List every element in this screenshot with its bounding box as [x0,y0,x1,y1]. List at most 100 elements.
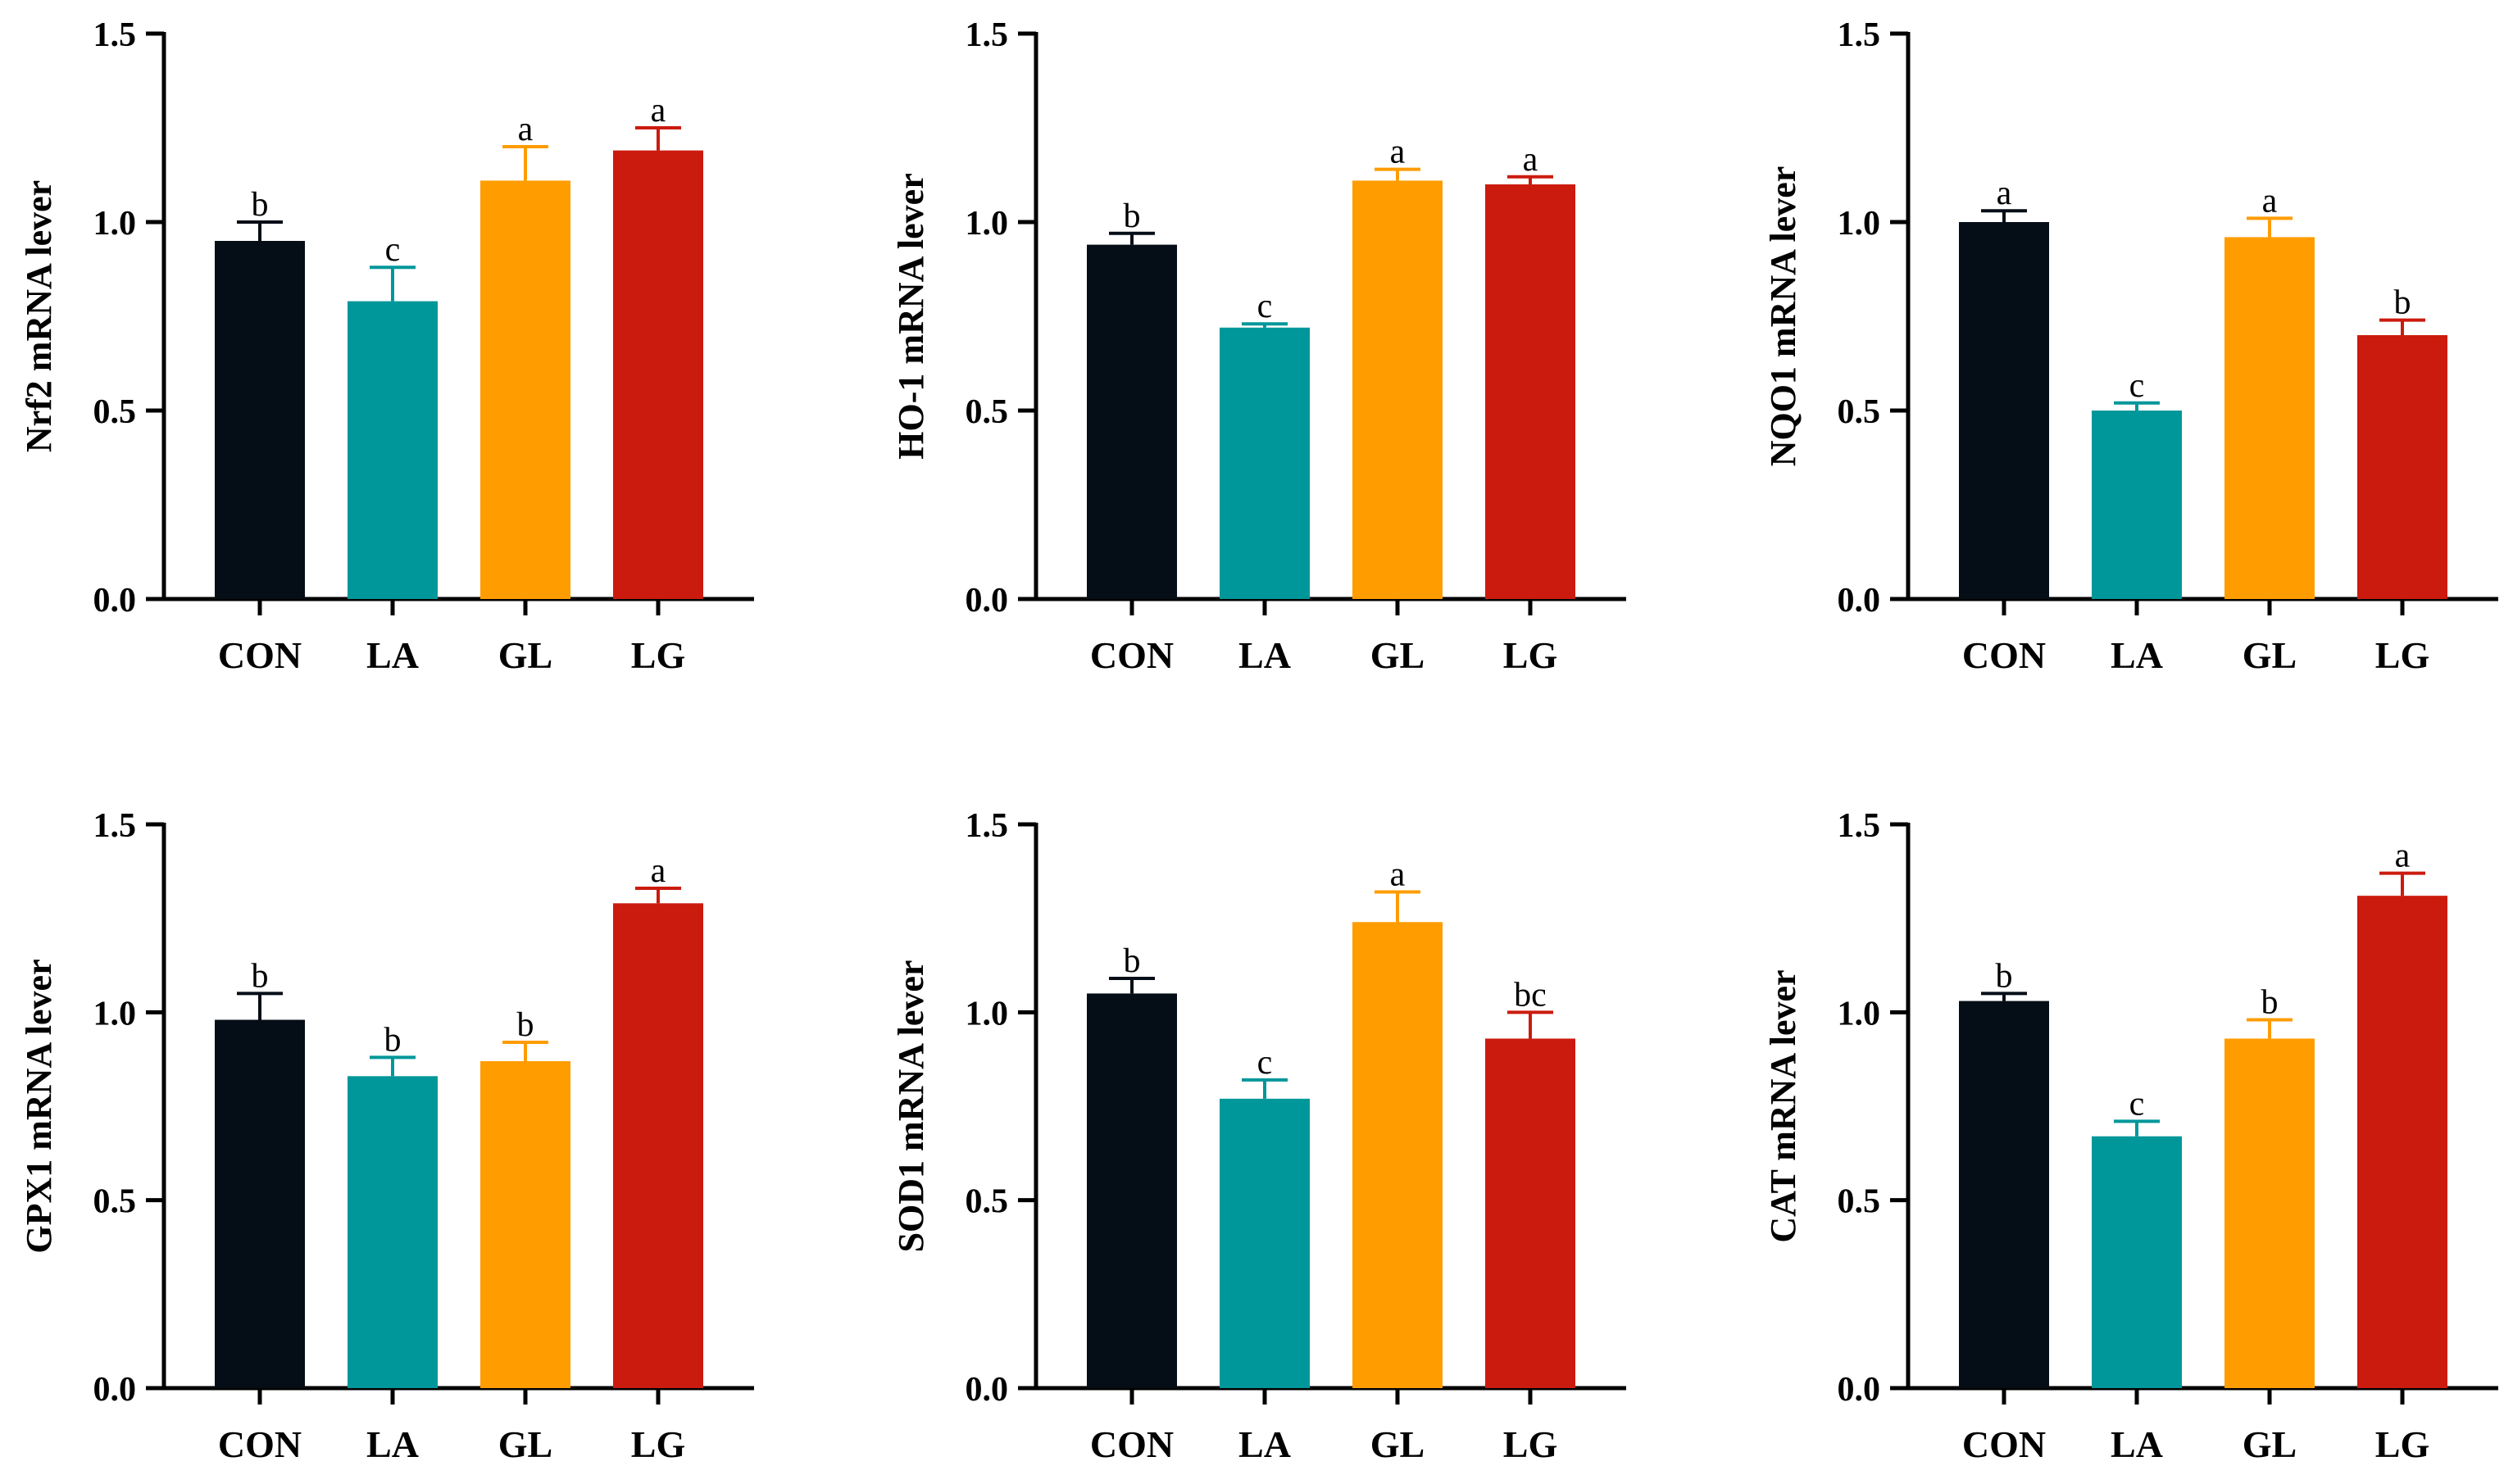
category-label-GL: GL [1370,1423,1425,1465]
category-label-LA: LA [2111,634,2163,676]
category-label-CON: CON [218,634,302,676]
significance-label-LA: c [385,231,401,269]
significance-label-LA: c [2129,1085,2145,1123]
y-tick-label: 0.5 [966,1183,1009,1221]
y-tick-label: 0.5 [93,1183,137,1221]
significance-label-GL: a [518,111,534,148]
category-label-LG: LG [631,1423,685,1465]
category-label-CON: CON [218,1423,302,1465]
bar-CON [1087,993,1177,1388]
bar-LG [2357,335,2447,599]
y-tick-label: 0.5 [966,393,1009,431]
bar-LA [1220,327,1310,599]
category-label-CON: CON [1090,1423,1174,1465]
significance-label-LG: b [2394,284,2411,322]
y-tick-label: 1.0 [93,205,137,243]
significance-label-CON: b [252,186,269,224]
y-tick-label: 0.5 [93,393,137,431]
y-axis-label: NQO1 mRNA lever [1763,166,1803,467]
y-tick-label: 0.0 [1838,1371,1881,1409]
significance-label-CON: b [1124,942,1141,980]
y-tick-label: 0.0 [966,1371,1009,1409]
category-label-LG: LG [631,634,685,676]
chart-panel-1: Nrf2 mRNA lever 0.0 0.5 1.0 1.5 b CON c LA a GL a LG [19,16,754,676]
y-tick-label: 1.0 [966,995,1009,1032]
y-tick-label: 1.0 [1838,995,1881,1032]
category-label-GL: GL [2243,1423,2297,1465]
y-axis-label: Nrf2 mRNA lever [19,180,59,452]
chart-panel-3: NQO1 mRNA lever 0.0 0.5 1.0 1.5 a CON c LA a GL b LG [1763,16,2498,676]
chart-panel-6: CAT mRNA lever 0.0 0.5 1.0 1.5 b CON c LA b GL a LG [1763,807,2498,1465]
y-tick-label: 1.0 [93,995,137,1032]
significance-label-GL: a [1390,856,1406,894]
significance-label-CON: b [1124,197,1141,235]
y-tick-label: 1.5 [93,807,137,845]
bar-LG [1485,1038,1575,1388]
chart-panel-2: HO-1 mRNA lever 0.0 0.5 1.0 1.5 b CON c LA a GL a LG [891,16,1626,676]
bar-LG [613,150,703,600]
bar-CON [1959,1001,2049,1388]
category-label-LA: LA [1238,634,1291,676]
significance-label-LG: a [651,852,666,890]
bar-GL [480,180,570,599]
bar-GL [2224,1038,2315,1388]
significance-label-CON: b [252,957,269,995]
bar-LG [613,903,703,1388]
significance-label-LG: a [1523,141,1538,179]
significance-label-GL: b [2261,984,2279,1022]
significance-label-LA: c [1257,1044,1273,1082]
y-tick-label: 1.0 [1838,205,1881,243]
bar-LA [2092,411,2182,599]
bar-LA [348,1076,438,1388]
category-label-LA: LA [2111,1423,2163,1465]
y-tick-label: 0.0 [1838,582,1881,619]
category-label-CON: CON [1962,1423,2046,1465]
bar-CON [1087,244,1177,599]
y-tick-label: 0.0 [93,1371,137,1409]
bar-CON [1959,222,2049,599]
significance-label-CON: b [1996,957,2013,995]
y-tick-label: 1.0 [966,205,1009,243]
chart-panel-4: GPX1 mRNA lever 0.0 0.5 1.0 1.5 b CON b LA b GL a LG [19,807,754,1465]
y-tick-label: 0.5 [1838,1183,1881,1221]
category-label-CON: CON [1962,634,2046,676]
significance-label-LG: a [651,92,666,129]
bar-GL [1352,180,1443,599]
bar-GL [480,1060,570,1388]
bar-CON [215,241,305,599]
significance-label-LA: c [2129,367,2145,405]
category-label-LA: LA [366,1423,419,1465]
significance-label-LG: a [2395,837,2411,875]
y-tick-label: 1.5 [966,16,1009,54]
bar-GL [2224,237,2315,599]
y-axis-label: HO-1 mRNA lever [891,173,931,459]
category-label-GL: GL [1370,634,1425,676]
y-tick-label: 0.5 [1838,393,1881,431]
category-label-GL: GL [498,1423,552,1465]
category-label-LG: LG [2375,1423,2429,1465]
y-axis-label: GPX1 mRNA lever [19,959,59,1253]
significance-label-LA: c [1257,288,1273,325]
significance-label-CON: a [1997,175,2012,212]
category-label-LG: LG [1503,1423,1557,1465]
category-label-LG: LG [1503,634,1557,676]
category-label-GL: GL [498,634,552,676]
bar-GL [1352,922,1443,1388]
category-label-LG: LG [2375,634,2429,676]
significance-label-LA: b [384,1021,402,1059]
y-axis-label: SOD1 mRNA lever [891,960,931,1253]
chart-panel-5: SOD1 mRNA lever 0.0 0.5 1.0 1.5 b CON c LA a GL bc L… [891,807,1626,1465]
y-tick-label: 1.5 [93,16,137,54]
y-tick-label: 0.0 [966,582,1009,619]
y-tick-label: 1.5 [1838,16,1881,54]
significance-label-LG: bc [1514,976,1547,1014]
significance-label-GL: a [1390,134,1406,171]
bar-LA [348,301,438,599]
significance-label-GL: a [2262,182,2278,220]
bar-LA [1220,1098,1310,1388]
bar-LG [1485,184,1575,599]
category-label-GL: GL [2243,634,2297,676]
y-tick-label: 1.5 [966,807,1009,845]
category-label-CON: CON [1090,634,1174,676]
